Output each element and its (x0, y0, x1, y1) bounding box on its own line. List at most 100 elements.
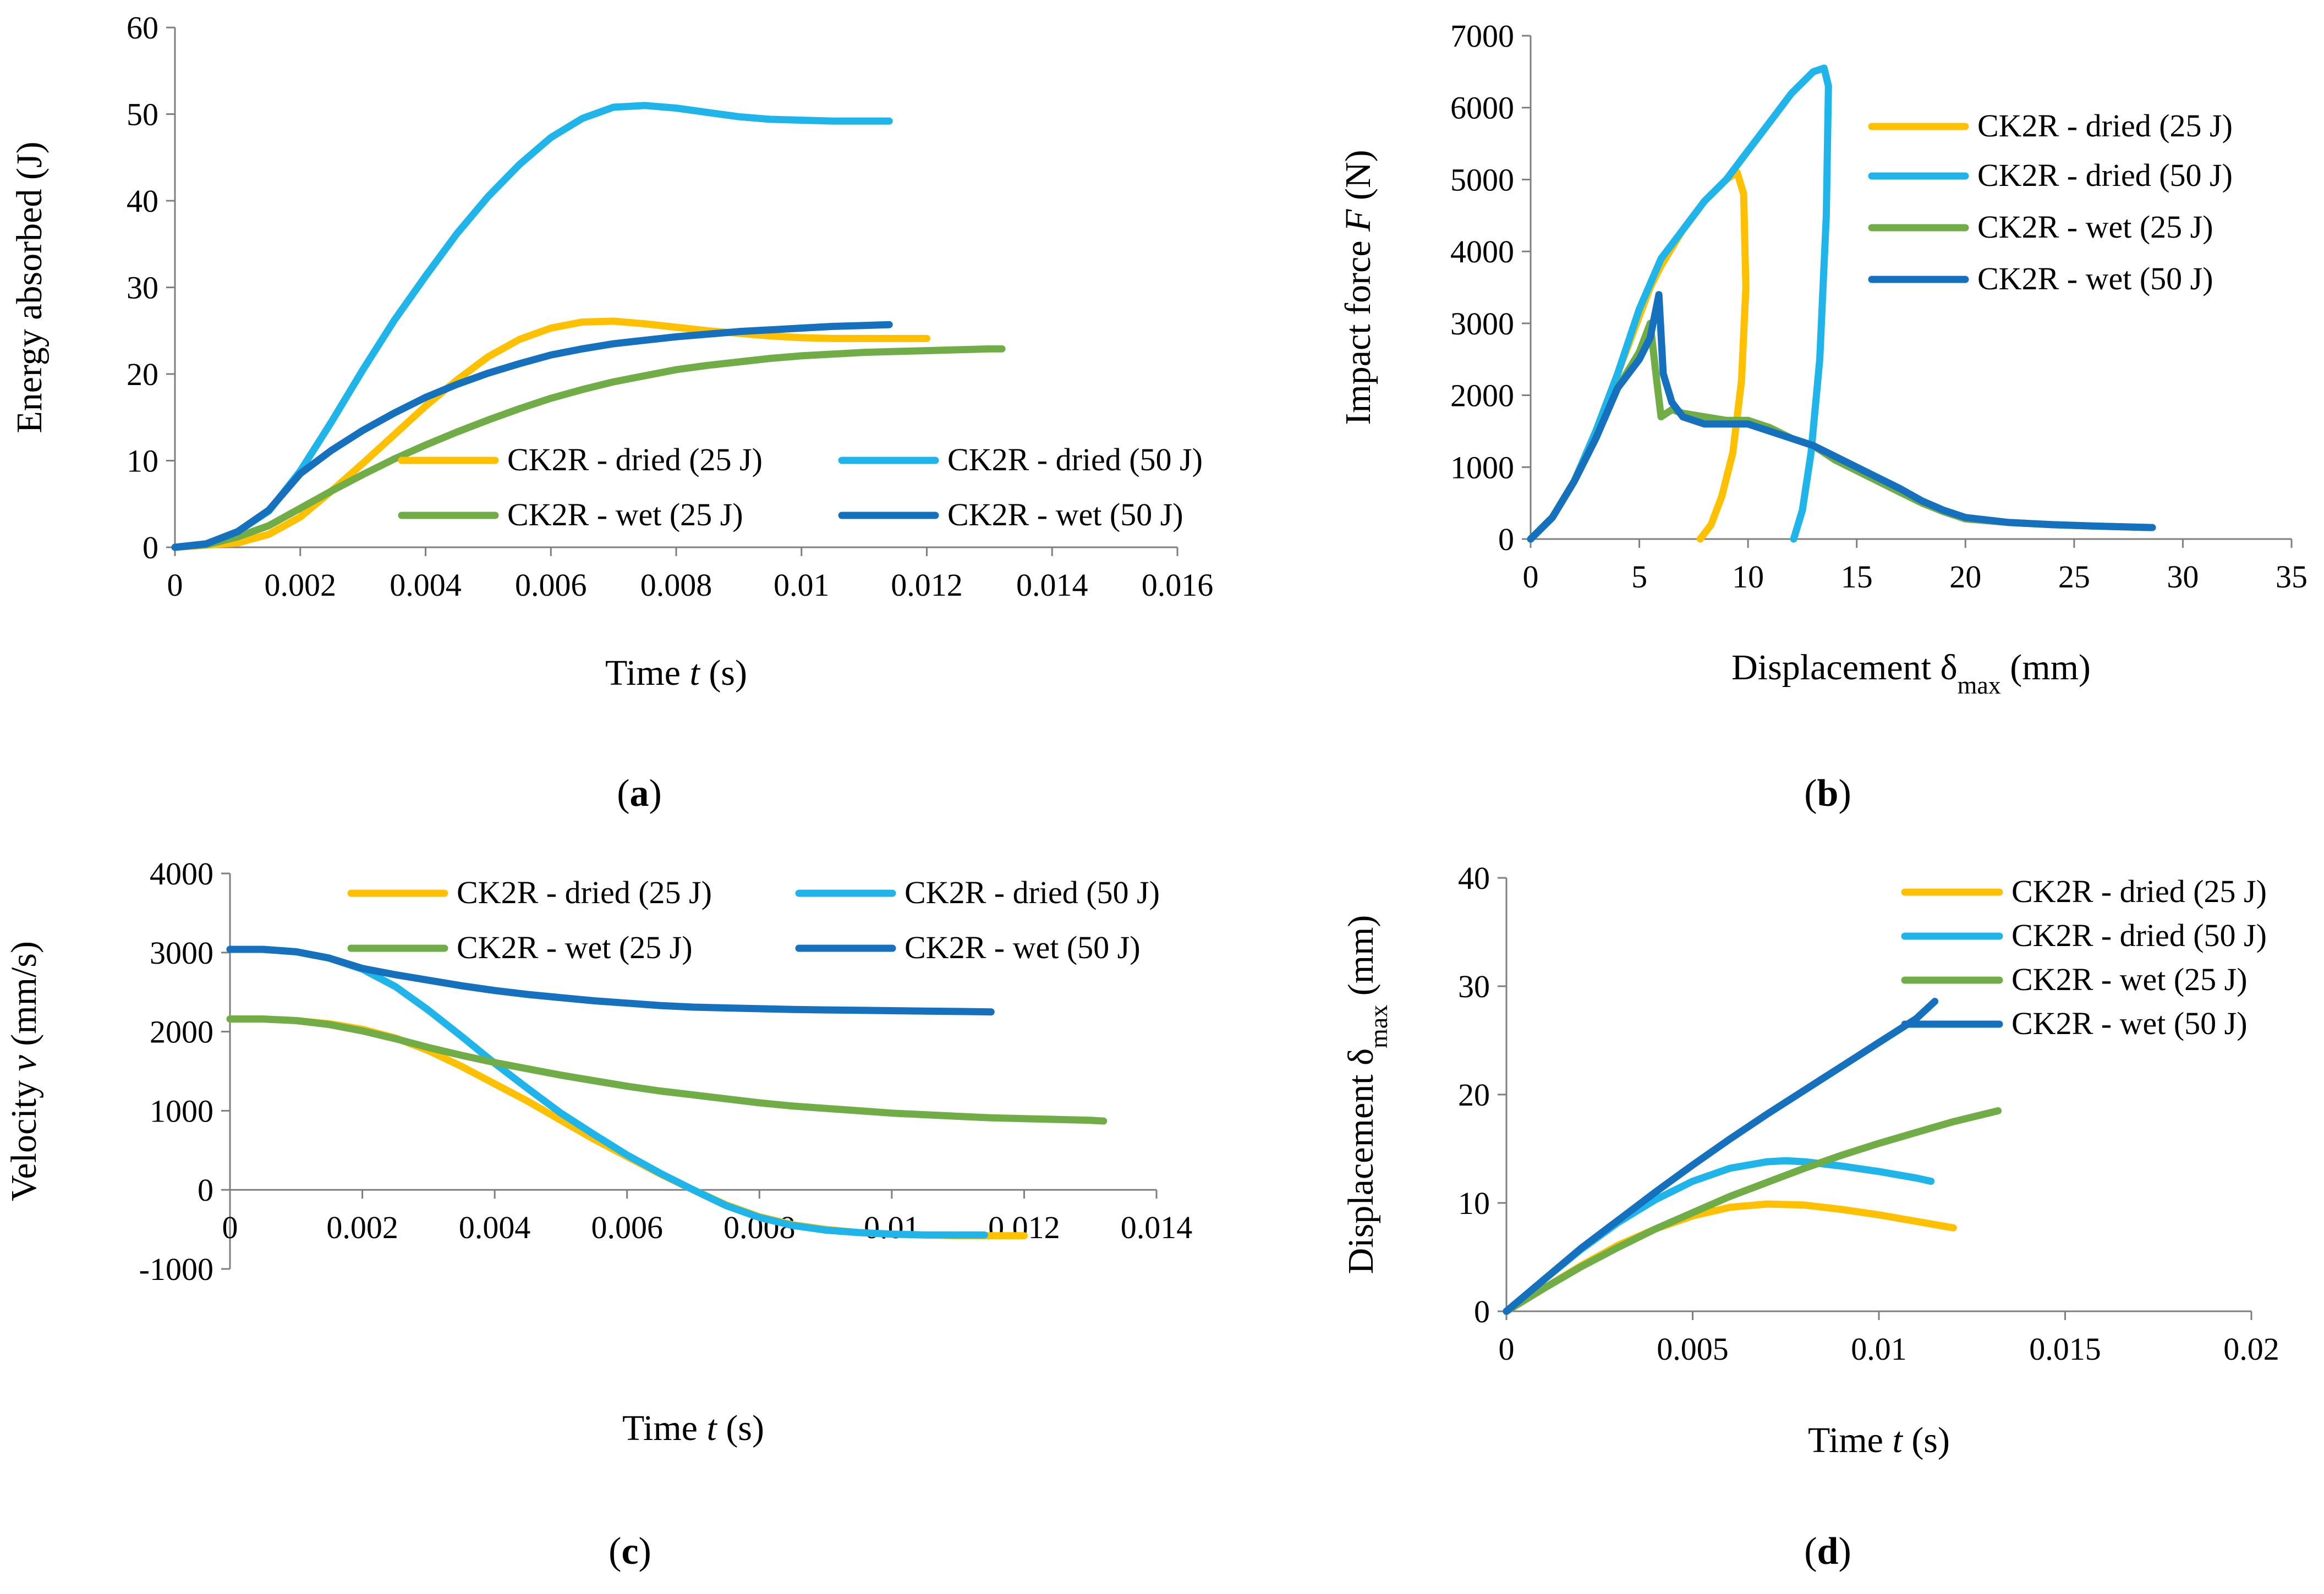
x-tick-label: 0.002 (326, 1210, 398, 1245)
x-tick-label: 10 (1732, 559, 1764, 595)
legend-label-dried25: CK2R - dried (25 J) (507, 442, 763, 477)
legend: CK2R - dried (25 J) CK2R - dried (50 J) CK… (1868, 108, 2233, 296)
legend-label-wet25: CK2R - wet (25 J) (2011, 961, 2248, 997)
y-tick-label: 7000 (1450, 18, 1514, 54)
x-tick-label: 0.012 (891, 567, 963, 603)
x-tick-label: 0.006 (515, 567, 587, 603)
x-tick-label: 0 (222, 1210, 238, 1245)
x-tick-label: 0.01 (864, 1210, 920, 1245)
y-tick-label: 0 (198, 1172, 213, 1208)
y-tick-label: 4000 (1450, 234, 1514, 270)
y-tick-label: 5000 (1450, 162, 1514, 197)
legend-label-dried50: CK2R - dried (50 J) (905, 875, 1160, 910)
legend-label-dried25: CK2R - dried (25 J) (1977, 108, 2233, 144)
x-tick-label: 0.005 (1657, 1331, 1729, 1367)
legend-label-wet50: CK2R - wet (50 J) (947, 497, 1183, 532)
y-tick-label: 30 (127, 270, 158, 306)
y-tick-label: 60 (127, 10, 158, 46)
panel-label: (d) (1804, 1530, 1851, 1573)
x-tick-label: 15 (1841, 559, 1873, 595)
series-line-wet25 (1503, 1107, 2002, 1315)
x-axis-title: Time t (s) (1808, 1420, 1950, 1460)
series-line-dried25 (226, 1015, 1028, 1240)
x-tick-label: 0.02 (2223, 1331, 2279, 1367)
y-tick-label: 0 (142, 530, 158, 565)
y-tick-label: 2000 (150, 1014, 213, 1050)
x-tick-label: 0.008 (640, 567, 712, 603)
y-tick-label: 2000 (1450, 378, 1514, 414)
x-tick-label: 25 (2058, 559, 2090, 595)
legend-label-dried25: CK2R - dried (25 J) (2011, 873, 2267, 909)
x-tick-label: 0.01 (774, 567, 830, 603)
x-tick-label: 0.002 (265, 567, 337, 603)
y-tick-label: 30 (1458, 969, 1490, 1004)
y-axis-title: Displacement δmax (mm) (1341, 915, 1393, 1274)
x-tick-label: 0 (167, 567, 183, 603)
x-tick-label: 0.014 (1016, 567, 1088, 603)
legend-label-dried25: CK2R - dried (25 J) (457, 875, 712, 910)
x-axis-title: Time t (s) (605, 653, 747, 693)
y-axis-title: Impact force F (N) (1338, 150, 1378, 425)
legend-label-wet50: CK2R - wet (50 J) (2011, 1005, 2248, 1041)
legend-label-dried50: CK2R - dried (50 J) (947, 442, 1203, 477)
y-tick-label: 40 (1458, 860, 1490, 896)
series-line-wet50 (1503, 998, 1939, 1315)
legend-label-wet50: CK2R - wet (50 J) (905, 930, 1141, 965)
y-axis-title: Velocity v (mm/s) (4, 941, 44, 1201)
series-line-wet50 (171, 321, 893, 551)
chart-panel-b: 0 5 10 15 20 25 30 35 0 1000 2000 3000 4000 5000 6000 7… (1338, 18, 2307, 815)
x-tick-label: 0 (1523, 559, 1539, 595)
chart-panel-a: 0 0.002 0.004 0.006 0.008 0.01 0.012 0.014 0.016… (9, 10, 1213, 815)
x-tick-label: 0.014 (1121, 1210, 1193, 1245)
y-tick-label: 10 (127, 443, 158, 479)
panel-label: (a) (617, 772, 662, 815)
x-axis-title: Displacement δmax (mm) (1731, 647, 2091, 699)
series-line-dried50 (1503, 1157, 1935, 1315)
legend-label-wet25: CK2R - wet (25 J) (457, 930, 693, 965)
legend: CK2R - dried (25 J) CK2R - dried (50 J) CK… (347, 875, 1160, 965)
x-tick-label: 0.004 (390, 567, 462, 603)
series-line-wet50 (226, 946, 995, 1016)
y-tick-label: 20 (127, 356, 158, 392)
legend-label-wet50: CK2R - wet (50 J) (1977, 261, 2213, 296)
y-tick-label: 0 (1498, 521, 1514, 557)
x-tick-label: 0.01 (1851, 1331, 1907, 1367)
y-tick-label: 1000 (1450, 449, 1514, 485)
series-line-dried50 (226, 946, 988, 1239)
legend-label-dried50: CK2R - dried (50 J) (1977, 157, 2233, 193)
chart-panel-c: 0 0.002 0.004 0.006 0.008 0.01 0.012 0.014-1000… (4, 856, 1192, 1573)
panel-label: (c) (609, 1530, 651, 1573)
x-tick-label: 20 (1949, 559, 1981, 595)
x-tick-label: 0.012 (988, 1210, 1060, 1245)
y-tick-label: 4000 (150, 856, 213, 892)
y-tick-label: -1000 (139, 1251, 213, 1287)
series-line-wet25 (226, 1015, 1108, 1125)
chart-panel-d: 0 0.005 0.01 0.015 0.02 0 10 20 30 40 Time t (s) Di… (1341, 860, 2279, 1573)
y-tick-label: 1000 (150, 1093, 213, 1129)
x-tick-label: 0.015 (2029, 1331, 2101, 1367)
legend-label-dried50: CK2R - dried (50 J) (2011, 917, 2267, 953)
x-tick-label: 30 (2167, 559, 2199, 595)
y-tick-label: 50 (127, 97, 158, 133)
x-tick-label: 0.006 (591, 1210, 663, 1245)
y-tick-label: 3000 (1450, 306, 1514, 342)
y-tick-label: 20 (1458, 1077, 1490, 1113)
y-axis-title: Energy absorbed (J) (9, 141, 50, 433)
x-tick-label: 35 (2276, 559, 2307, 595)
series-line-wet50 (1527, 291, 2156, 543)
x-tick-label: 0 (1499, 1331, 1515, 1367)
y-tick-label: 6000 (1450, 90, 1514, 126)
y-tick-label: 10 (1458, 1185, 1490, 1221)
panel-label: (b) (1804, 772, 1851, 815)
y-tick-label: 0 (1474, 1294, 1490, 1329)
series-line-dried50 (1527, 64, 1832, 543)
series-line-wet25 (171, 345, 1006, 551)
y-tick-label: 3000 (150, 935, 213, 971)
x-tick-label: 5 (1631, 559, 1647, 595)
legend: CK2R - dried (25 J) CK2R - dried (50 J) CK… (398, 442, 1203, 532)
x-tick-label: 0.016 (1142, 567, 1214, 603)
y-tick-label: 40 (127, 183, 158, 219)
x-axis-title: Time t (s) (622, 1408, 764, 1448)
legend-label-wet25: CK2R - wet (25 J) (1977, 209, 2213, 245)
